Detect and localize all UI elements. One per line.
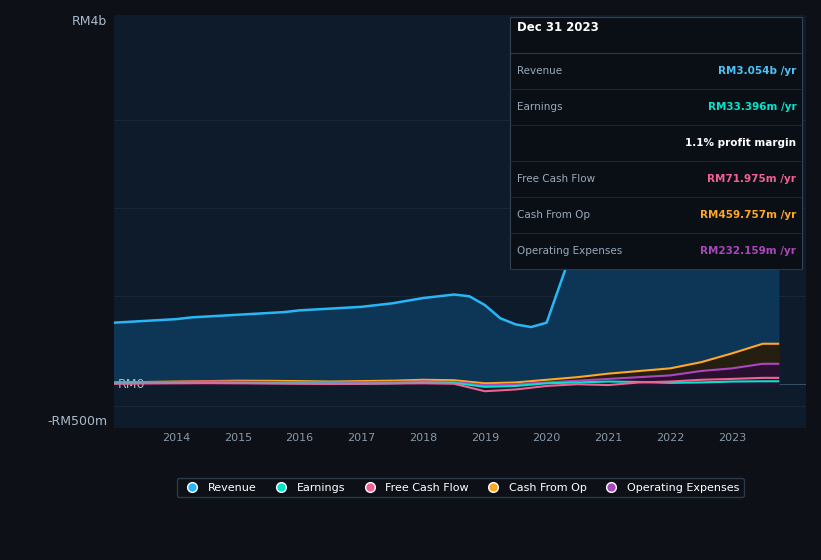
Text: RM4b: RM4b xyxy=(72,15,108,28)
Text: Operating Expenses: Operating Expenses xyxy=(517,246,622,256)
Text: RM0: RM0 xyxy=(117,377,145,391)
Legend: Revenue, Earnings, Free Cash Flow, Cash From Op, Operating Expenses: Revenue, Earnings, Free Cash Flow, Cash … xyxy=(177,478,744,497)
Text: Dec 31 2023: Dec 31 2023 xyxy=(517,21,599,34)
Text: Revenue: Revenue xyxy=(517,66,562,76)
FancyBboxPatch shape xyxy=(510,17,802,269)
Text: Earnings: Earnings xyxy=(517,102,562,112)
Text: -RM500m: -RM500m xyxy=(48,415,108,428)
Text: RM71.975m /yr: RM71.975m /yr xyxy=(708,174,796,184)
Text: RM232.159m /yr: RM232.159m /yr xyxy=(700,246,796,256)
Text: RM459.757m /yr: RM459.757m /yr xyxy=(700,210,796,220)
Text: Free Cash Flow: Free Cash Flow xyxy=(517,174,595,184)
Text: Cash From Op: Cash From Op xyxy=(517,210,589,220)
Text: RM33.396m /yr: RM33.396m /yr xyxy=(708,102,796,112)
Text: 1.1% profit margin: 1.1% profit margin xyxy=(686,138,796,148)
Text: RM3.054b /yr: RM3.054b /yr xyxy=(718,66,796,76)
